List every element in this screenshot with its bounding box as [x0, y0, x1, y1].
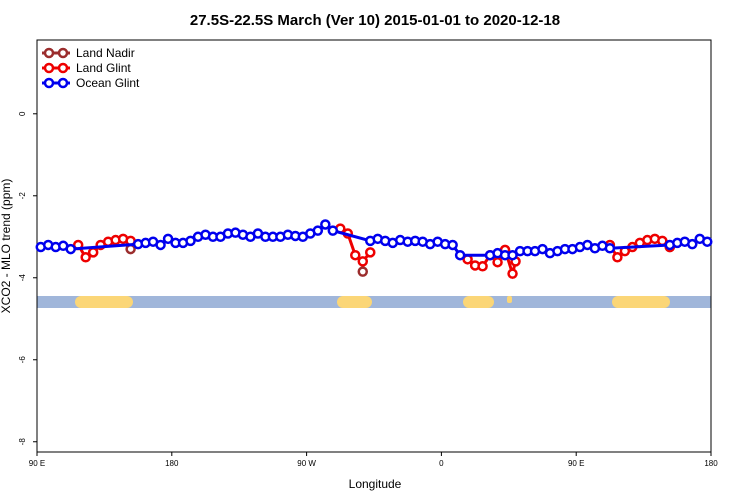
legend-marker	[43, 62, 55, 74]
data-point	[327, 225, 339, 236]
data-point	[162, 233, 174, 245]
y-tick-label: -4	[18, 274, 27, 282]
y-tick-label: 0	[18, 111, 27, 116]
x-tick-label: 180	[704, 459, 718, 468]
legend-label: Ocean Glint	[76, 76, 140, 90]
data-point	[80, 252, 91, 263]
x-tick-label: 90 W	[297, 459, 316, 468]
x-tick-label: 180	[165, 459, 179, 468]
land-patch	[75, 296, 133, 308]
data-point	[365, 247, 376, 258]
data-point	[447, 239, 458, 251]
legend-marker	[57, 47, 69, 59]
data-point	[507, 268, 518, 279]
legend-marker	[43, 47, 55, 59]
ocean-band	[37, 296, 711, 308]
legend-marker	[57, 62, 69, 74]
data-point	[65, 243, 76, 255]
data-point	[477, 261, 488, 272]
data-point	[320, 219, 331, 230]
legend-marker	[43, 77, 55, 89]
y-tick-label: -8	[18, 438, 27, 446]
data-point	[87, 247, 99, 258]
data-point	[492, 256, 503, 268]
legend-label: Land Nadir	[76, 46, 135, 60]
data-point	[185, 235, 196, 247]
land-patch	[337, 296, 372, 308]
chart-title: 27.5S-22.5S March (Ver 10) 2015-01-01 to…	[190, 12, 560, 29]
x-tick-label: 0	[439, 459, 444, 468]
data-point	[687, 238, 698, 250]
land-ocean-band	[37, 296, 711, 308]
data-point	[357, 256, 369, 267]
data-point	[507, 249, 518, 261]
data-point	[312, 225, 324, 236]
y-axis-label: XCO2 - MLO trend (ppm)	[0, 179, 13, 314]
land-patch	[463, 296, 494, 308]
x-tick-label: 90 E	[568, 459, 584, 468]
legend-marker	[57, 77, 69, 89]
y-tick-label: -2	[18, 192, 27, 200]
land-patch	[612, 296, 670, 308]
data-point	[537, 243, 548, 255]
data-point	[155, 239, 166, 251]
data-point	[604, 243, 616, 254]
x-axis-label: Longitude	[349, 477, 402, 491]
data-point	[702, 236, 713, 247]
x-tick-label: 90 E	[29, 459, 45, 468]
y-tick-label: -6	[18, 356, 27, 364]
legend-label: Land Glint	[76, 61, 131, 75]
data-point	[454, 249, 466, 261]
data-point	[350, 249, 361, 261]
land-patch	[507, 296, 512, 303]
data-point	[612, 252, 623, 263]
data-point	[357, 266, 369, 277]
